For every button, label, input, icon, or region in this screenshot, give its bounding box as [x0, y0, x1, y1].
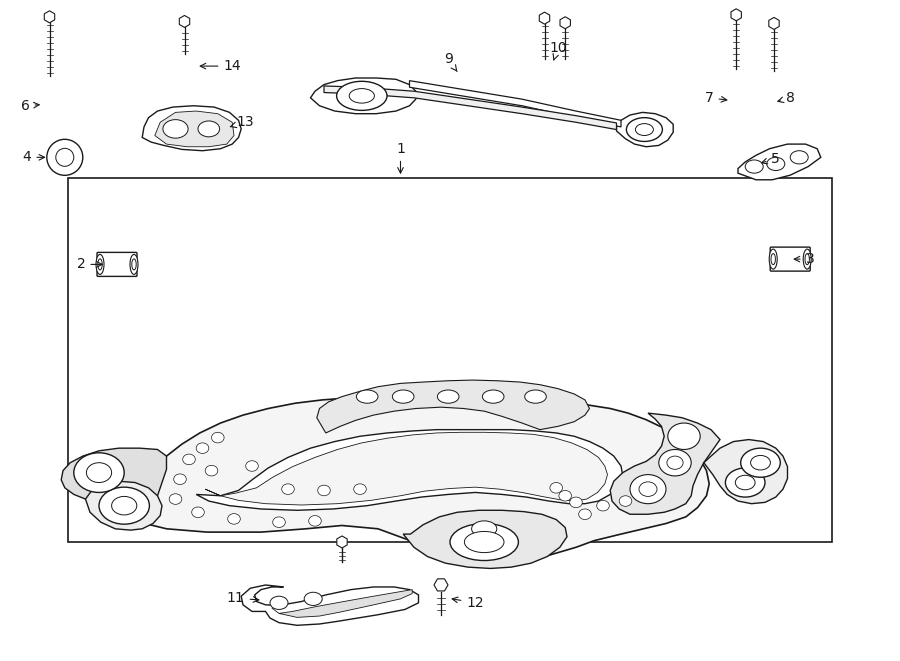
Ellipse shape	[337, 81, 387, 110]
Ellipse shape	[472, 521, 497, 537]
Ellipse shape	[570, 497, 582, 508]
Circle shape	[47, 139, 83, 175]
FancyBboxPatch shape	[97, 253, 137, 276]
Ellipse shape	[619, 496, 632, 506]
Ellipse shape	[667, 456, 683, 469]
Ellipse shape	[356, 390, 378, 403]
Ellipse shape	[597, 500, 609, 511]
Ellipse shape	[767, 157, 785, 171]
Text: 2: 2	[76, 257, 103, 272]
Ellipse shape	[196, 443, 209, 453]
Text: 14: 14	[200, 59, 241, 73]
Ellipse shape	[282, 484, 294, 494]
Ellipse shape	[450, 524, 518, 561]
Polygon shape	[317, 380, 590, 433]
Text: 4: 4	[22, 150, 45, 165]
Polygon shape	[117, 395, 709, 563]
Ellipse shape	[86, 463, 112, 483]
Ellipse shape	[169, 494, 182, 504]
Ellipse shape	[74, 453, 124, 492]
Polygon shape	[68, 178, 833, 542]
Ellipse shape	[559, 490, 572, 501]
Ellipse shape	[174, 474, 186, 485]
Polygon shape	[86, 481, 162, 530]
Ellipse shape	[635, 124, 653, 136]
Polygon shape	[310, 78, 416, 114]
Ellipse shape	[745, 160, 763, 173]
Ellipse shape	[130, 254, 138, 274]
Polygon shape	[241, 585, 418, 625]
Text: 5: 5	[761, 151, 780, 166]
Ellipse shape	[735, 475, 755, 490]
Ellipse shape	[437, 390, 459, 403]
Ellipse shape	[805, 254, 809, 264]
Ellipse shape	[525, 390, 546, 403]
Ellipse shape	[96, 254, 104, 274]
Polygon shape	[155, 111, 234, 147]
Ellipse shape	[482, 390, 504, 403]
Text: 10: 10	[549, 40, 567, 60]
Ellipse shape	[99, 487, 149, 524]
Polygon shape	[205, 432, 608, 505]
Ellipse shape	[183, 454, 195, 465]
Ellipse shape	[163, 120, 188, 138]
Polygon shape	[616, 112, 673, 147]
Ellipse shape	[659, 449, 691, 476]
Text: 6: 6	[21, 98, 40, 113]
Ellipse shape	[304, 592, 322, 605]
Text: 13: 13	[230, 115, 254, 130]
Ellipse shape	[212, 432, 224, 443]
Ellipse shape	[550, 483, 562, 493]
Ellipse shape	[198, 121, 220, 137]
Polygon shape	[142, 106, 241, 151]
Ellipse shape	[770, 249, 778, 269]
Ellipse shape	[228, 514, 240, 524]
Ellipse shape	[771, 254, 776, 264]
Polygon shape	[704, 440, 788, 504]
Text: 8: 8	[778, 91, 795, 105]
Text: 12: 12	[452, 596, 484, 610]
Ellipse shape	[205, 465, 218, 476]
Ellipse shape	[270, 596, 288, 609]
Ellipse shape	[309, 516, 321, 526]
Ellipse shape	[668, 423, 700, 449]
Ellipse shape	[741, 448, 780, 477]
Ellipse shape	[392, 390, 414, 403]
Text: 9: 9	[444, 52, 457, 71]
Ellipse shape	[464, 531, 504, 553]
Ellipse shape	[630, 475, 666, 504]
Ellipse shape	[131, 259, 136, 270]
Text: 11: 11	[227, 591, 259, 605]
Ellipse shape	[725, 468, 765, 497]
Polygon shape	[738, 144, 821, 180]
Ellipse shape	[751, 455, 770, 470]
Polygon shape	[196, 430, 623, 510]
Polygon shape	[272, 590, 412, 617]
Ellipse shape	[112, 496, 137, 515]
Polygon shape	[410, 81, 621, 127]
Ellipse shape	[246, 461, 258, 471]
Polygon shape	[610, 413, 720, 514]
Polygon shape	[61, 448, 166, 512]
Polygon shape	[403, 510, 567, 568]
Ellipse shape	[318, 485, 330, 496]
FancyBboxPatch shape	[770, 247, 810, 271]
Ellipse shape	[354, 484, 366, 494]
Ellipse shape	[639, 482, 657, 496]
Ellipse shape	[98, 259, 103, 270]
Text: 1: 1	[396, 141, 405, 173]
Polygon shape	[324, 86, 616, 130]
Text: 7: 7	[705, 91, 727, 105]
Ellipse shape	[803, 249, 811, 269]
Ellipse shape	[192, 507, 204, 518]
Text: 3: 3	[794, 252, 814, 266]
Ellipse shape	[626, 118, 662, 141]
Ellipse shape	[790, 151, 808, 164]
Ellipse shape	[579, 509, 591, 520]
Ellipse shape	[273, 517, 285, 527]
Circle shape	[56, 148, 74, 167]
Ellipse shape	[349, 89, 374, 103]
